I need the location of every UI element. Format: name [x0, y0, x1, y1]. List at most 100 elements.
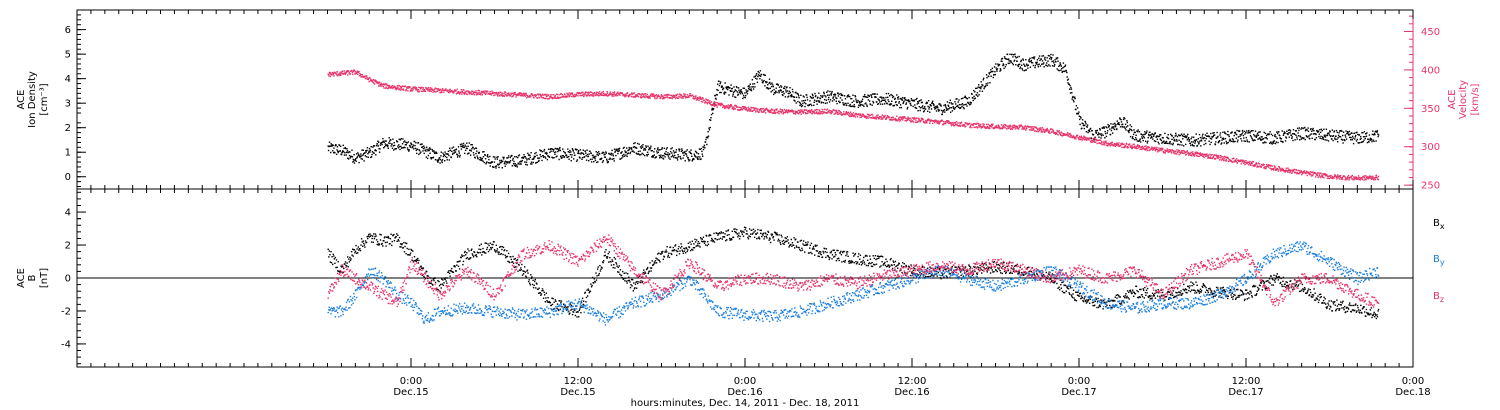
velocity-point — [1282, 169, 1284, 172]
density-point — [461, 146, 464, 148]
density-point — [1144, 131, 1146, 133]
density-point — [861, 100, 863, 102]
velocity-point — [850, 114, 852, 116]
density-point — [1005, 64, 1007, 66]
density-point — [676, 157, 678, 159]
density-point — [1351, 139, 1353, 141]
density-point — [1373, 132, 1376, 135]
velocity-point — [859, 113, 862, 115]
density-point — [1222, 137, 1224, 139]
density-point — [573, 158, 575, 160]
velocity-point — [1014, 128, 1017, 130]
density-point — [1057, 60, 1059, 62]
velocity-point — [1122, 143, 1124, 146]
density-point — [804, 105, 806, 108]
velocity-point — [410, 89, 412, 91]
density-point — [404, 146, 406, 149]
density-point — [460, 148, 463, 150]
velocity-point — [336, 71, 339, 73]
density-point — [669, 153, 671, 155]
velocity-point — [871, 117, 873, 119]
velocity-point — [744, 106, 746, 109]
velocity-point — [849, 112, 851, 115]
density-point — [1079, 116, 1082, 118]
velocity-point — [896, 115, 898, 117]
density-point — [943, 109, 946, 111]
velocity-point — [988, 124, 991, 127]
density-point — [336, 146, 339, 148]
density-point — [1264, 132, 1267, 135]
density-point — [1260, 136, 1262, 138]
density-point — [1198, 133, 1201, 136]
density-point — [1218, 141, 1220, 143]
density-point — [685, 153, 688, 155]
density-point — [879, 101, 881, 103]
density-point — [789, 87, 791, 89]
velocity-point — [816, 112, 818, 114]
density-point — [1050, 58, 1052, 60]
velocity-point — [1068, 135, 1070, 138]
velocity-point — [769, 111, 771, 114]
velocity-point — [920, 119, 922, 122]
density-point — [1280, 138, 1283, 140]
velocity-point — [664, 94, 667, 96]
density-point — [798, 97, 800, 99]
density-point — [1336, 131, 1338, 134]
density-point — [1274, 135, 1276, 137]
velocity-point — [920, 117, 923, 119]
density-point — [1331, 138, 1333, 140]
velocity-point — [912, 120, 914, 122]
velocity-point — [884, 116, 886, 118]
density-point — [867, 94, 869, 96]
density-point — [651, 155, 654, 157]
velocity-point — [385, 86, 387, 88]
density-point — [365, 150, 367, 152]
density-point — [1059, 62, 1061, 64]
velocity-point — [1252, 161, 1255, 163]
velocity-point — [335, 73, 337, 75]
density-point — [1152, 133, 1154, 136]
density-point — [595, 151, 597, 153]
velocity-point — [484, 90, 486, 92]
velocity-point — [771, 109, 773, 111]
velocity-point — [1079, 138, 1082, 141]
velocity-point — [542, 94, 545, 96]
density-point — [568, 151, 571, 154]
density-point — [1115, 124, 1117, 126]
density-point — [347, 157, 349, 159]
velocity-point — [354, 73, 356, 75]
density-point — [681, 149, 683, 152]
velocity-point — [601, 93, 603, 95]
density-point — [415, 142, 417, 144]
density-point — [426, 157, 429, 160]
density-point — [1298, 129, 1300, 132]
velocity-point — [462, 89, 464, 91]
velocity-point — [995, 126, 997, 129]
density-point — [621, 151, 623, 153]
density-point — [860, 101, 862, 104]
density-point — [715, 98, 717, 100]
density-point — [1132, 133, 1135, 136]
density-point — [904, 98, 907, 101]
density-point — [1103, 126, 1105, 128]
density-point — [978, 87, 981, 89]
density-point — [818, 100, 821, 102]
velocity-point — [900, 118, 903, 120]
velocity-point — [704, 101, 706, 104]
density-point — [664, 156, 666, 158]
density-point — [420, 143, 422, 145]
velocity-point — [926, 119, 928, 122]
density-point — [578, 156, 581, 158]
density-point — [1356, 131, 1358, 133]
density-point — [380, 142, 382, 145]
velocity-point — [1222, 156, 1224, 158]
velocity-point — [890, 119, 892, 121]
density-point — [1152, 138, 1154, 140]
density-point — [877, 103, 880, 105]
velocity-point — [1309, 172, 1311, 174]
velocity-point — [1170, 149, 1172, 152]
density-point — [1124, 123, 1127, 126]
velocity-point — [1087, 137, 1090, 140]
velocity-point — [869, 114, 872, 116]
density-point — [1360, 135, 1362, 138]
